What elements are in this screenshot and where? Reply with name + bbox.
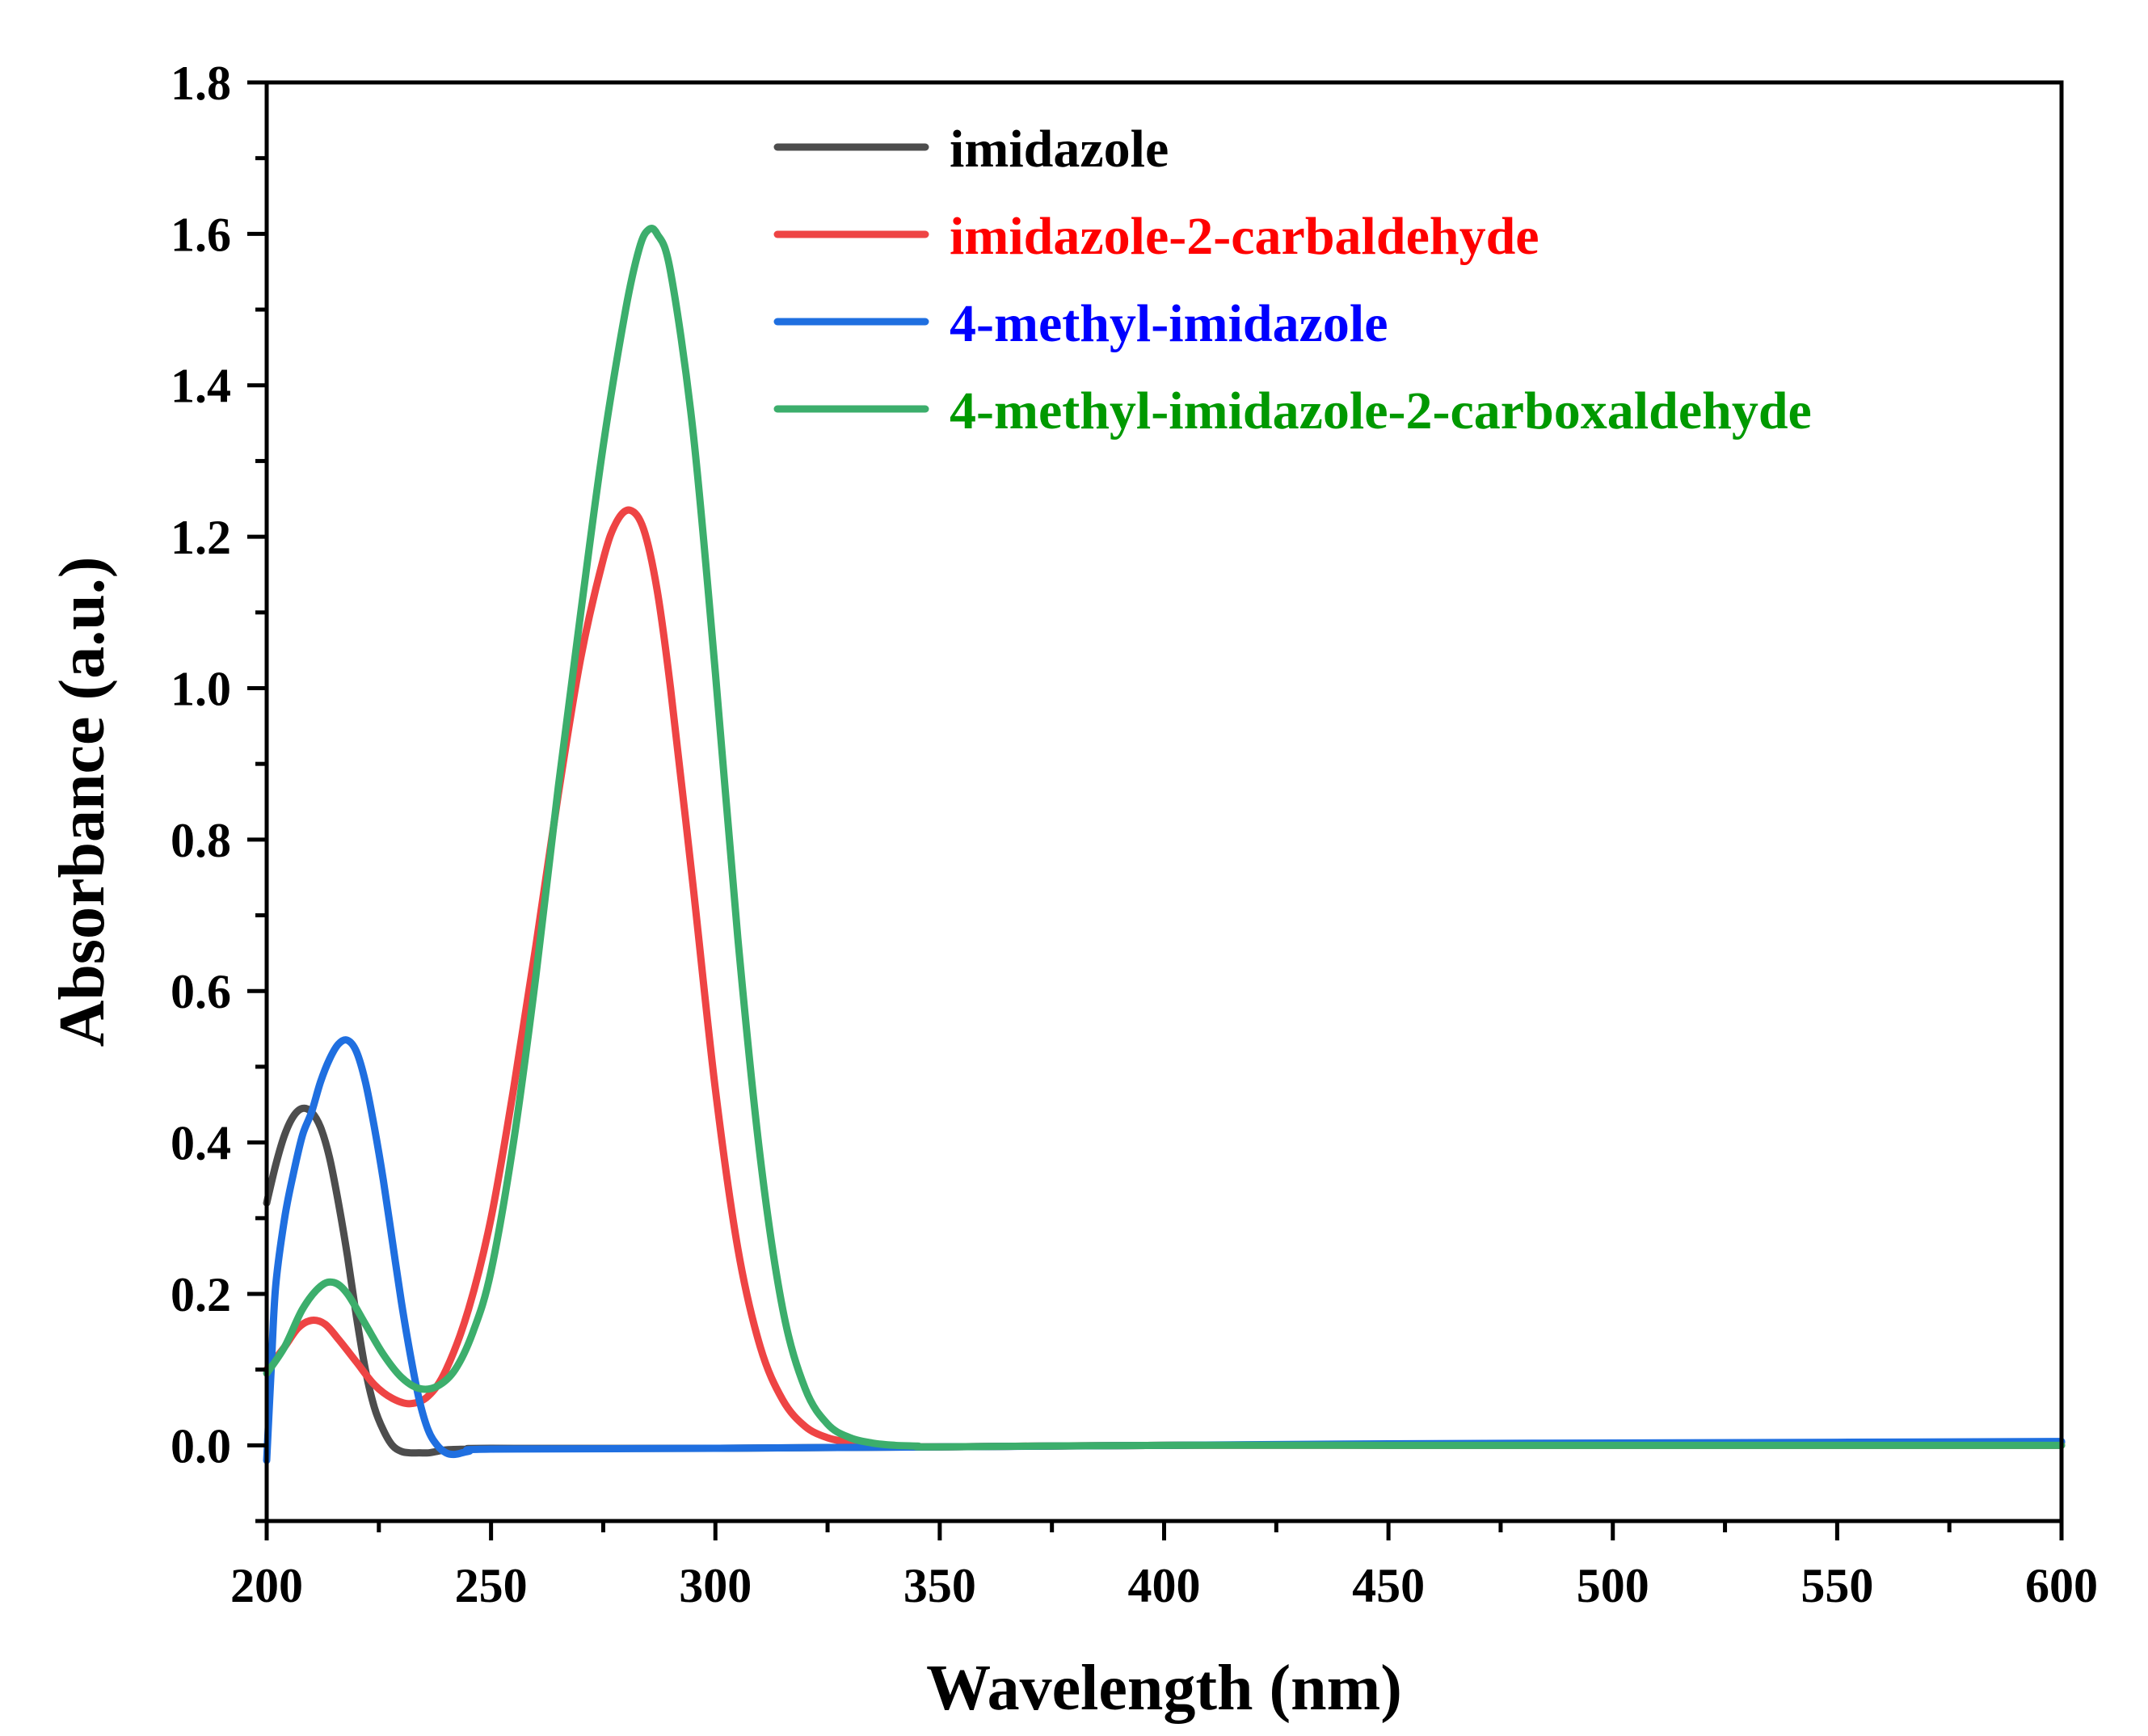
x-tick-label: 550 <box>1801 1559 1873 1612</box>
x-tick-label: 350 <box>903 1559 976 1612</box>
legend-label: 4-methyl-imidazole <box>950 294 1388 353</box>
y-tick-label: 0.2 <box>171 1268 231 1321</box>
x-tick-label: 400 <box>1128 1559 1201 1612</box>
x-tick-label: 600 <box>2025 1559 2098 1612</box>
y-tick-label: 0.6 <box>171 965 231 1018</box>
y-tick-label: 1.8 <box>171 57 231 110</box>
legend: imidazole imidazole-2-carbaldehyde 4-methy… <box>773 120 1812 440</box>
y-tick-label: 1.2 <box>171 511 231 564</box>
y-tick-label: 0.0 <box>171 1419 231 1473</box>
y-tick-label: 1.0 <box>171 662 231 715</box>
x-tick-label: 200 <box>230 1559 303 1612</box>
x-tick-label: 450 <box>1352 1559 1425 1612</box>
legend-label: 4-methyl-imidazole-2-carboxaldehyde <box>950 381 1812 440</box>
y-tick-label: 1.4 <box>171 360 231 413</box>
x-axis-title: Wavelength (nm) <box>926 1653 1402 1724</box>
x-tick-label: 500 <box>1577 1559 1649 1612</box>
y-tick-label: 0.4 <box>171 1117 231 1170</box>
x-tick-label: 250 <box>455 1559 528 1612</box>
legend-label: imidazole-2-carbaldehyde <box>950 207 1539 266</box>
legend-label: imidazole <box>950 120 1169 179</box>
y-tick-label: 1.6 <box>171 208 231 261</box>
series-layer <box>263 225 2066 1464</box>
x-tick-label: 300 <box>679 1559 752 1612</box>
ticks-layer: 200 250 300 350 400 450 500 550 600 0.0 0.2 0.4 0.6 0… <box>171 57 2098 1612</box>
series-line-4 <box>263 225 2066 1451</box>
y-tick-label: 0.8 <box>171 814 231 867</box>
y-axis-title: Absorbance (a.u.) <box>47 557 118 1047</box>
